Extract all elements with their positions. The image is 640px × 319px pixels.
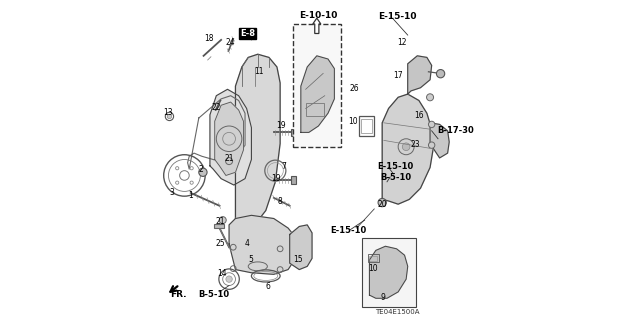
Text: 5: 5 (248, 255, 253, 263)
Text: 12: 12 (397, 38, 407, 47)
Text: 16: 16 (414, 111, 424, 120)
Bar (361, 119, 372, 133)
Polygon shape (290, 225, 312, 270)
Text: E-15-10: E-15-10 (330, 226, 366, 235)
Polygon shape (210, 89, 252, 185)
Text: 14: 14 (217, 269, 227, 278)
Polygon shape (430, 123, 449, 158)
Text: 1: 1 (188, 191, 193, 200)
Text: 4: 4 (245, 239, 250, 248)
Circle shape (167, 114, 172, 119)
Text: 19: 19 (271, 174, 281, 182)
Text: 10: 10 (368, 264, 378, 273)
Text: 21: 21 (224, 154, 234, 163)
Text: 2: 2 (199, 165, 204, 174)
Polygon shape (369, 246, 408, 298)
Text: 9: 9 (380, 293, 385, 302)
Polygon shape (236, 54, 280, 225)
Text: B-5-10: B-5-10 (380, 173, 412, 182)
Text: 17: 17 (394, 71, 403, 80)
Text: E-8: E-8 (240, 29, 255, 38)
Circle shape (219, 217, 226, 224)
Text: 6: 6 (266, 282, 271, 291)
Text: 21: 21 (216, 217, 225, 226)
Text: 26: 26 (349, 84, 359, 93)
Text: 20: 20 (378, 200, 387, 209)
Bar (359, 116, 374, 136)
Polygon shape (382, 94, 433, 204)
Text: 24: 24 (225, 38, 235, 47)
Circle shape (436, 70, 445, 78)
Text: 25: 25 (215, 239, 225, 248)
Text: 13: 13 (163, 108, 173, 117)
Polygon shape (301, 56, 334, 132)
Circle shape (199, 168, 207, 176)
Circle shape (428, 121, 435, 128)
Text: 3: 3 (170, 189, 175, 197)
Text: 10: 10 (348, 117, 358, 126)
Bar (214, 224, 224, 228)
Text: 22: 22 (211, 103, 221, 112)
Text: 19: 19 (276, 121, 286, 130)
Bar (306, 103, 324, 116)
Text: 11: 11 (255, 67, 264, 76)
Text: 7: 7 (282, 162, 286, 171)
Text: FR.: FR. (170, 290, 186, 299)
FancyBboxPatch shape (293, 24, 340, 147)
Circle shape (403, 143, 410, 151)
Text: B-17-30: B-17-30 (437, 126, 474, 135)
Bar (291, 129, 296, 136)
Polygon shape (408, 56, 431, 94)
Text: 15: 15 (294, 255, 303, 263)
FancyArrow shape (313, 18, 321, 33)
Circle shape (226, 276, 232, 282)
Polygon shape (215, 102, 243, 175)
Bar (368, 254, 379, 262)
Text: E-15-10: E-15-10 (377, 162, 413, 171)
Text: TE04E1500A: TE04E1500A (375, 309, 419, 315)
Text: B-5-10: B-5-10 (198, 290, 230, 299)
Text: 18: 18 (205, 34, 214, 43)
Circle shape (378, 198, 387, 207)
Text: E-15-10: E-15-10 (378, 12, 417, 21)
Bar (291, 176, 296, 184)
Bar (362, 238, 416, 307)
Circle shape (426, 94, 433, 101)
Text: 23: 23 (411, 140, 420, 149)
Circle shape (225, 158, 232, 165)
Bar (369, 256, 377, 261)
Text: 8: 8 (277, 197, 282, 206)
Circle shape (428, 142, 435, 148)
Polygon shape (229, 215, 294, 274)
Text: E-10-10: E-10-10 (300, 11, 337, 20)
